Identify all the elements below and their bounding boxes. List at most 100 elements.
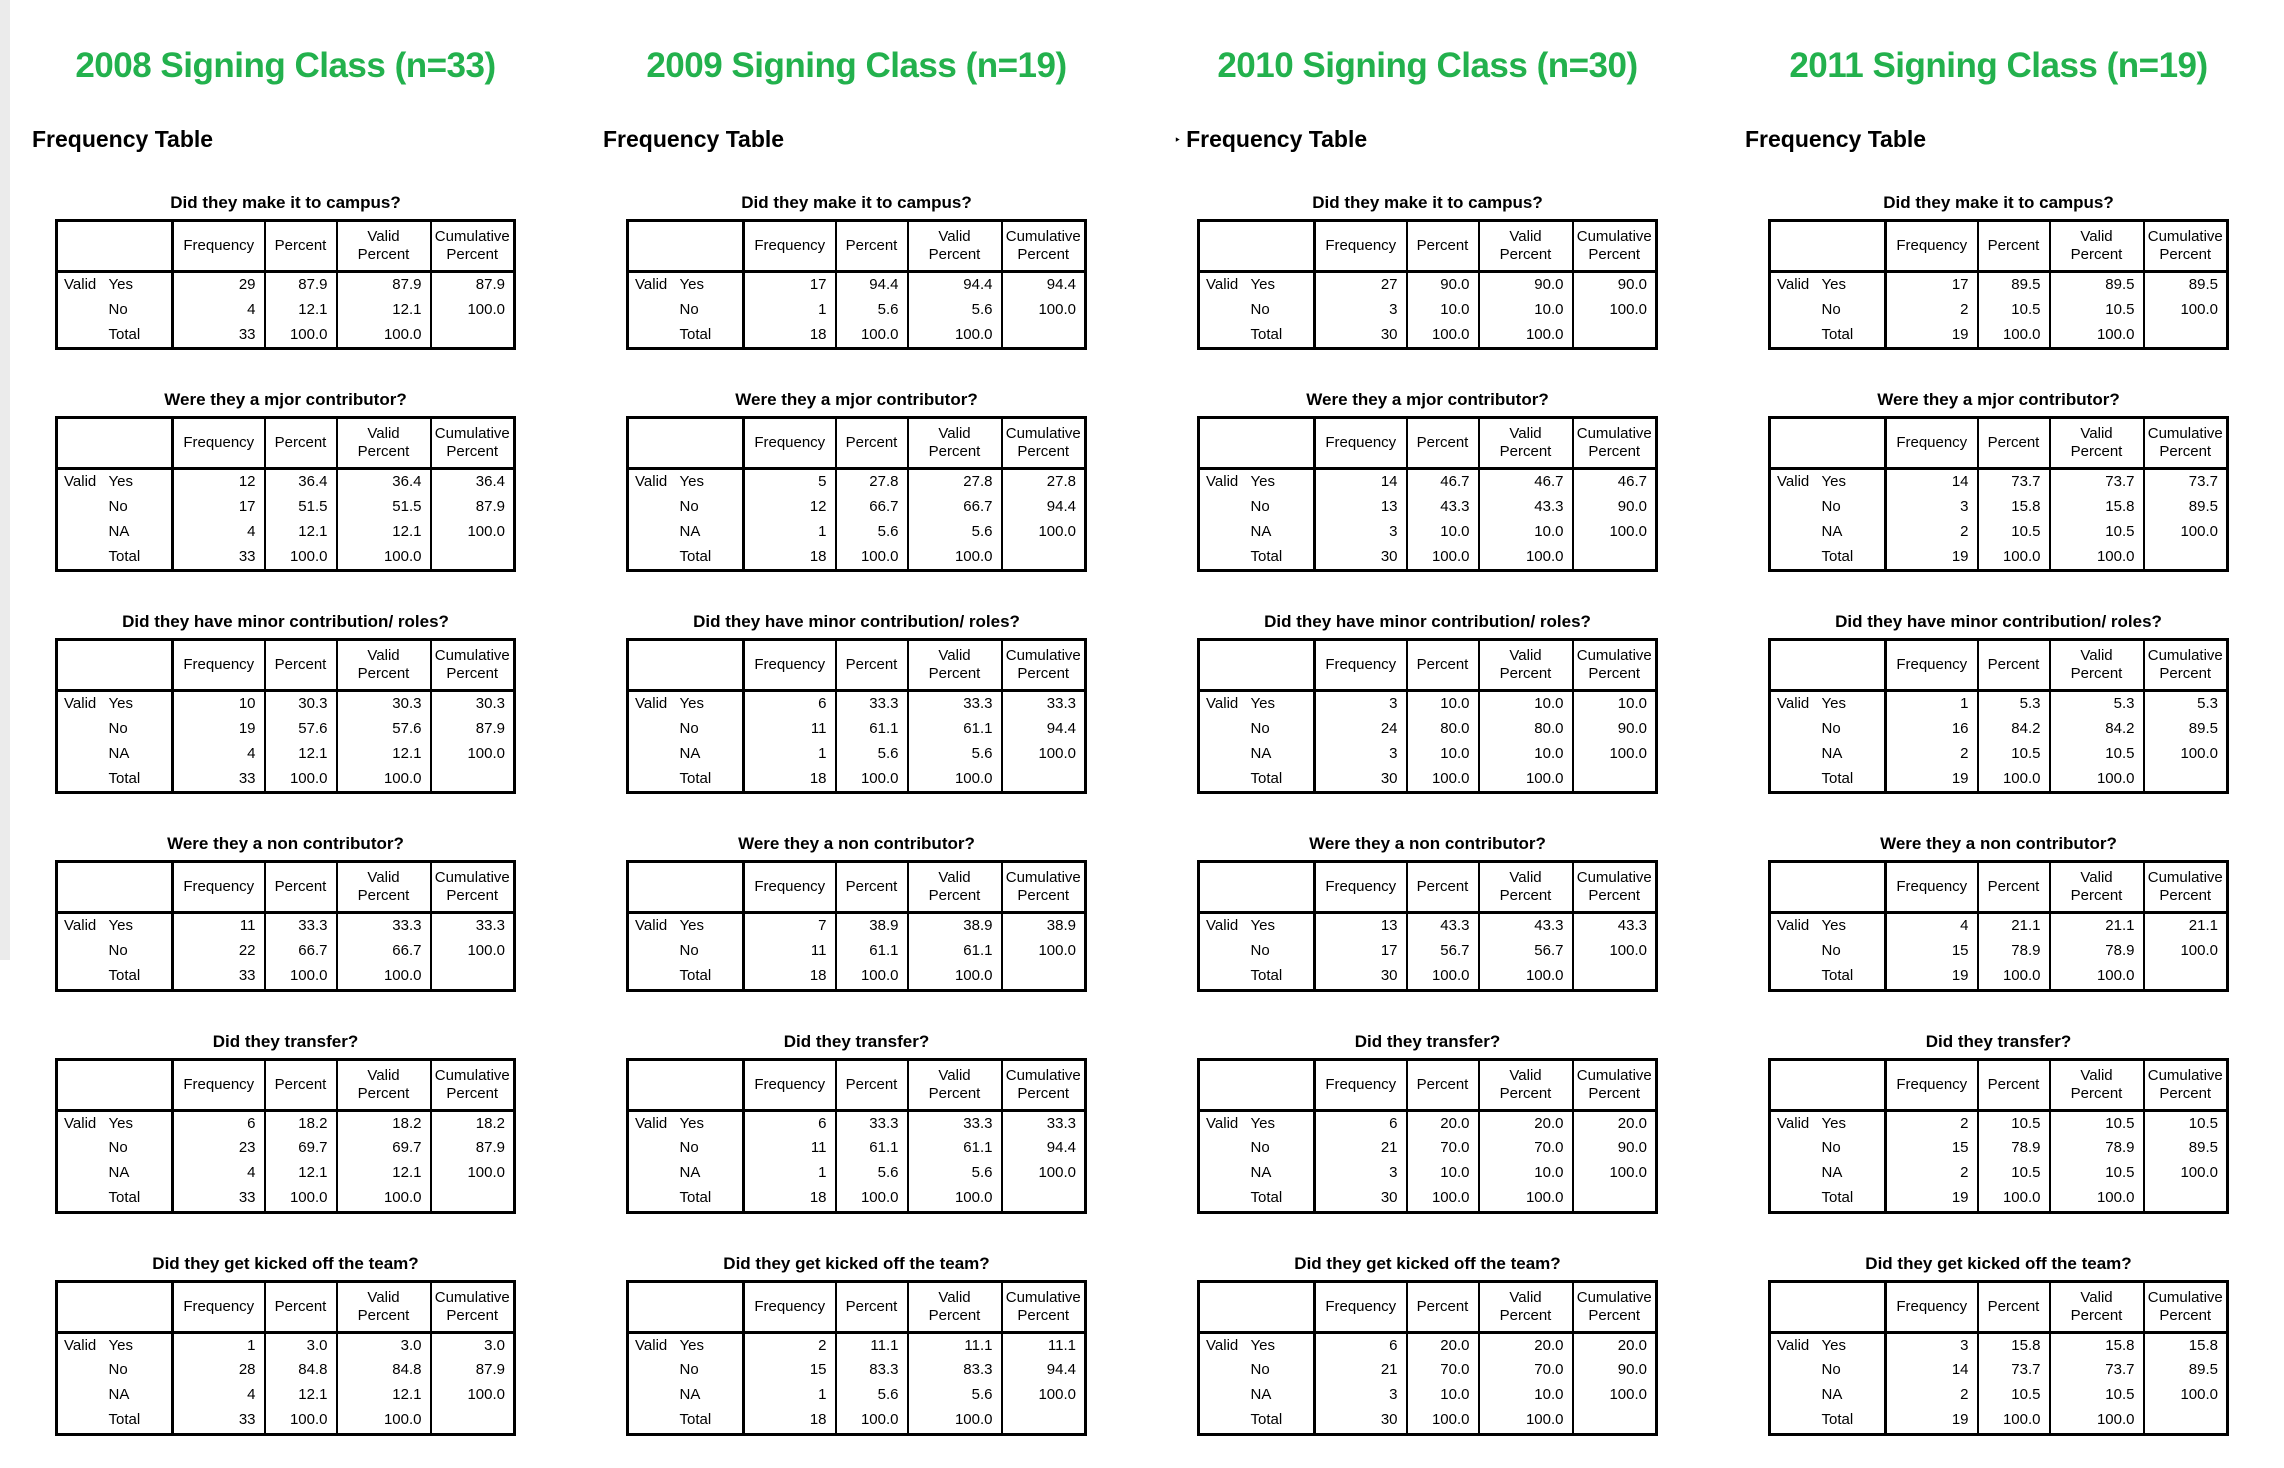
frequency-table-heading-row: Frequency Table — [1745, 126, 2284, 153]
column-header: Frequency — [1313, 861, 1407, 915]
column-header: Cumulative Percent — [1000, 861, 1086, 915]
cell-value — [1000, 322, 1086, 349]
cell-value: 100.0 — [906, 766, 1002, 793]
cell-value: 1 — [742, 741, 836, 767]
table-row: Valid Yes 7 38.9 38.9 38.9 — [628, 912, 1086, 939]
cell-value: 33.3 — [263, 912, 337, 939]
cell-value: 90.0 — [1571, 1358, 1657, 1383]
cell-value: 4 — [1884, 912, 1978, 939]
column-header: Cumulative Percent — [2142, 417, 2228, 471]
cell-value — [2142, 766, 2228, 793]
column-header: Valid Percent — [2048, 1281, 2144, 1334]
table-row: Total 30 100.0 100.0 — [1199, 963, 1657, 990]
row-label: Yes — [1250, 473, 1275, 491]
table-row: No 15 78.9 78.9 89.5 — [1770, 1136, 2228, 1161]
table-row: Total 30 100.0 100.0 — [1199, 1407, 1657, 1434]
row-group-label — [1199, 767, 1245, 793]
cell-value: 5.6 — [906, 741, 1002, 767]
row-group-label: Valid — [1206, 1114, 1239, 1132]
row-group-label — [57, 1408, 103, 1434]
cell-value: 94.4 — [1000, 1358, 1086, 1383]
table-row: No 11 61.1 61.1 94.4 — [628, 1136, 1086, 1161]
table-row: Valid Yes 6 33.3 33.3 33.3 — [628, 1110, 1086, 1137]
column-header: Valid Percent — [335, 1281, 431, 1334]
row-label: No — [1250, 720, 1270, 737]
table-title: Did they have minor contribution/ roles? — [693, 612, 1020, 632]
column-header: Cumulative Percent — [1000, 1059, 1086, 1112]
row-label: Total — [679, 769, 712, 787]
cell-value: 3 — [1884, 495, 1978, 520]
frequency-table: Frequency Percent Valid Percent Cumulative … — [55, 1057, 516, 1214]
column-header: Cumulative Percent — [1571, 220, 1657, 273]
column-header: Percent — [834, 861, 908, 915]
row-group-label — [57, 742, 103, 767]
cell-value: 5.6 — [906, 297, 1002, 323]
table-row: Valid Yes 5 27.8 27.8 27.8 — [628, 468, 1086, 495]
column-header: Valid Percent — [1477, 1281, 1573, 1334]
cell-value: 61.1 — [906, 717, 1002, 742]
column-header: Frequency — [171, 1281, 265, 1334]
cell-value: 100.0 — [263, 1185, 337, 1212]
cell-value: 100.0 — [1477, 963, 1573, 990]
row-group-label: Valid — [1206, 1336, 1239, 1354]
header-row: Frequency Percent Valid Percent Cumulative … — [1198, 861, 1657, 915]
table-row: NA 3 10.0 10.0 100.0 — [1199, 1383, 1657, 1408]
cell-value: 33.3 — [429, 912, 515, 939]
cell-value: 100.0 — [429, 1161, 515, 1186]
row-label: NA — [1821, 522, 1843, 540]
row-group-label — [1770, 1186, 1816, 1212]
row-label: Total — [1250, 966, 1283, 984]
row-group-label — [57, 495, 103, 520]
row-group-label: Valid — [1206, 917, 1239, 935]
cell-value: 6 — [1313, 1332, 1407, 1359]
row-group-label — [1770, 495, 1816, 520]
column-header: Valid Percent — [335, 861, 431, 915]
row-group-label: Valid — [635, 1336, 668, 1354]
cell-value: 30 — [1313, 963, 1407, 990]
table-title: Did they get kicked off the team? — [1294, 1253, 1561, 1273]
row-group-label: Valid — [1777, 1114, 1810, 1132]
column-header: Percent — [1405, 861, 1479, 915]
row-label: No — [1250, 1139, 1270, 1157]
row-label: NA — [679, 1164, 701, 1181]
cell-value — [2142, 1407, 2228, 1434]
cell-value: 100.0 — [1477, 544, 1573, 571]
cell-value: 100.0 — [335, 322, 431, 349]
table-title: Did they transfer? — [1354, 1031, 1501, 1051]
row-group-label — [1199, 1136, 1245, 1161]
row-label: NA — [679, 522, 701, 540]
column-header: Valid Percent — [2048, 861, 2144, 915]
table-block: Did they get kicked off the team? Frequen… — [571, 1254, 1142, 1436]
row-label: Total — [1250, 1188, 1283, 1206]
cell-value: 15 — [1884, 1136, 1978, 1161]
cell-value: 33 — [171, 1407, 265, 1434]
cell-value: 43.3 — [1405, 912, 1479, 939]
cell-value: 30 — [1313, 766, 1407, 793]
cell-value: 2 — [742, 1332, 836, 1359]
row-label-header — [56, 417, 173, 471]
row-group-label — [1770, 964, 1816, 990]
row-label: Total — [108, 325, 141, 343]
table-row: Valid Yes 17 94.4 94.4 94.4 — [628, 271, 1086, 298]
signing-class-column-1: 2009 Signing Class (n=19) Frequency Table… — [571, 0, 1142, 1436]
cell-value: 100.0 — [2048, 766, 2144, 793]
column-header: Percent — [263, 639, 337, 693]
row-label: NA — [1250, 522, 1272, 540]
cell-value: 18 — [742, 1185, 836, 1212]
cell-value: 10 — [171, 690, 265, 717]
table-row: No 14 73.7 73.7 89.5 — [1770, 1358, 2228, 1383]
row-group-label — [628, 1408, 674, 1434]
table-title: Did they make it to campus? — [1883, 193, 2114, 212]
row-label: Total — [108, 966, 141, 984]
row-label: NA — [108, 1164, 130, 1181]
cell-value: 87.9 — [429, 271, 515, 298]
cell-value: 18.2 — [429, 1110, 515, 1137]
cell-value: 90.0 — [1405, 271, 1479, 298]
cell-value: 78.9 — [1976, 1136, 2050, 1161]
cell-value: 19 — [1884, 766, 1978, 793]
header-row: Frequency Percent Valid Percent Cumulative … — [1198, 417, 1657, 471]
row-group-label: Valid — [1777, 473, 1810, 491]
cell-value: 61.1 — [906, 939, 1002, 964]
column-header: Frequency — [171, 1059, 265, 1112]
cell-value: 10.5 — [2048, 741, 2144, 767]
